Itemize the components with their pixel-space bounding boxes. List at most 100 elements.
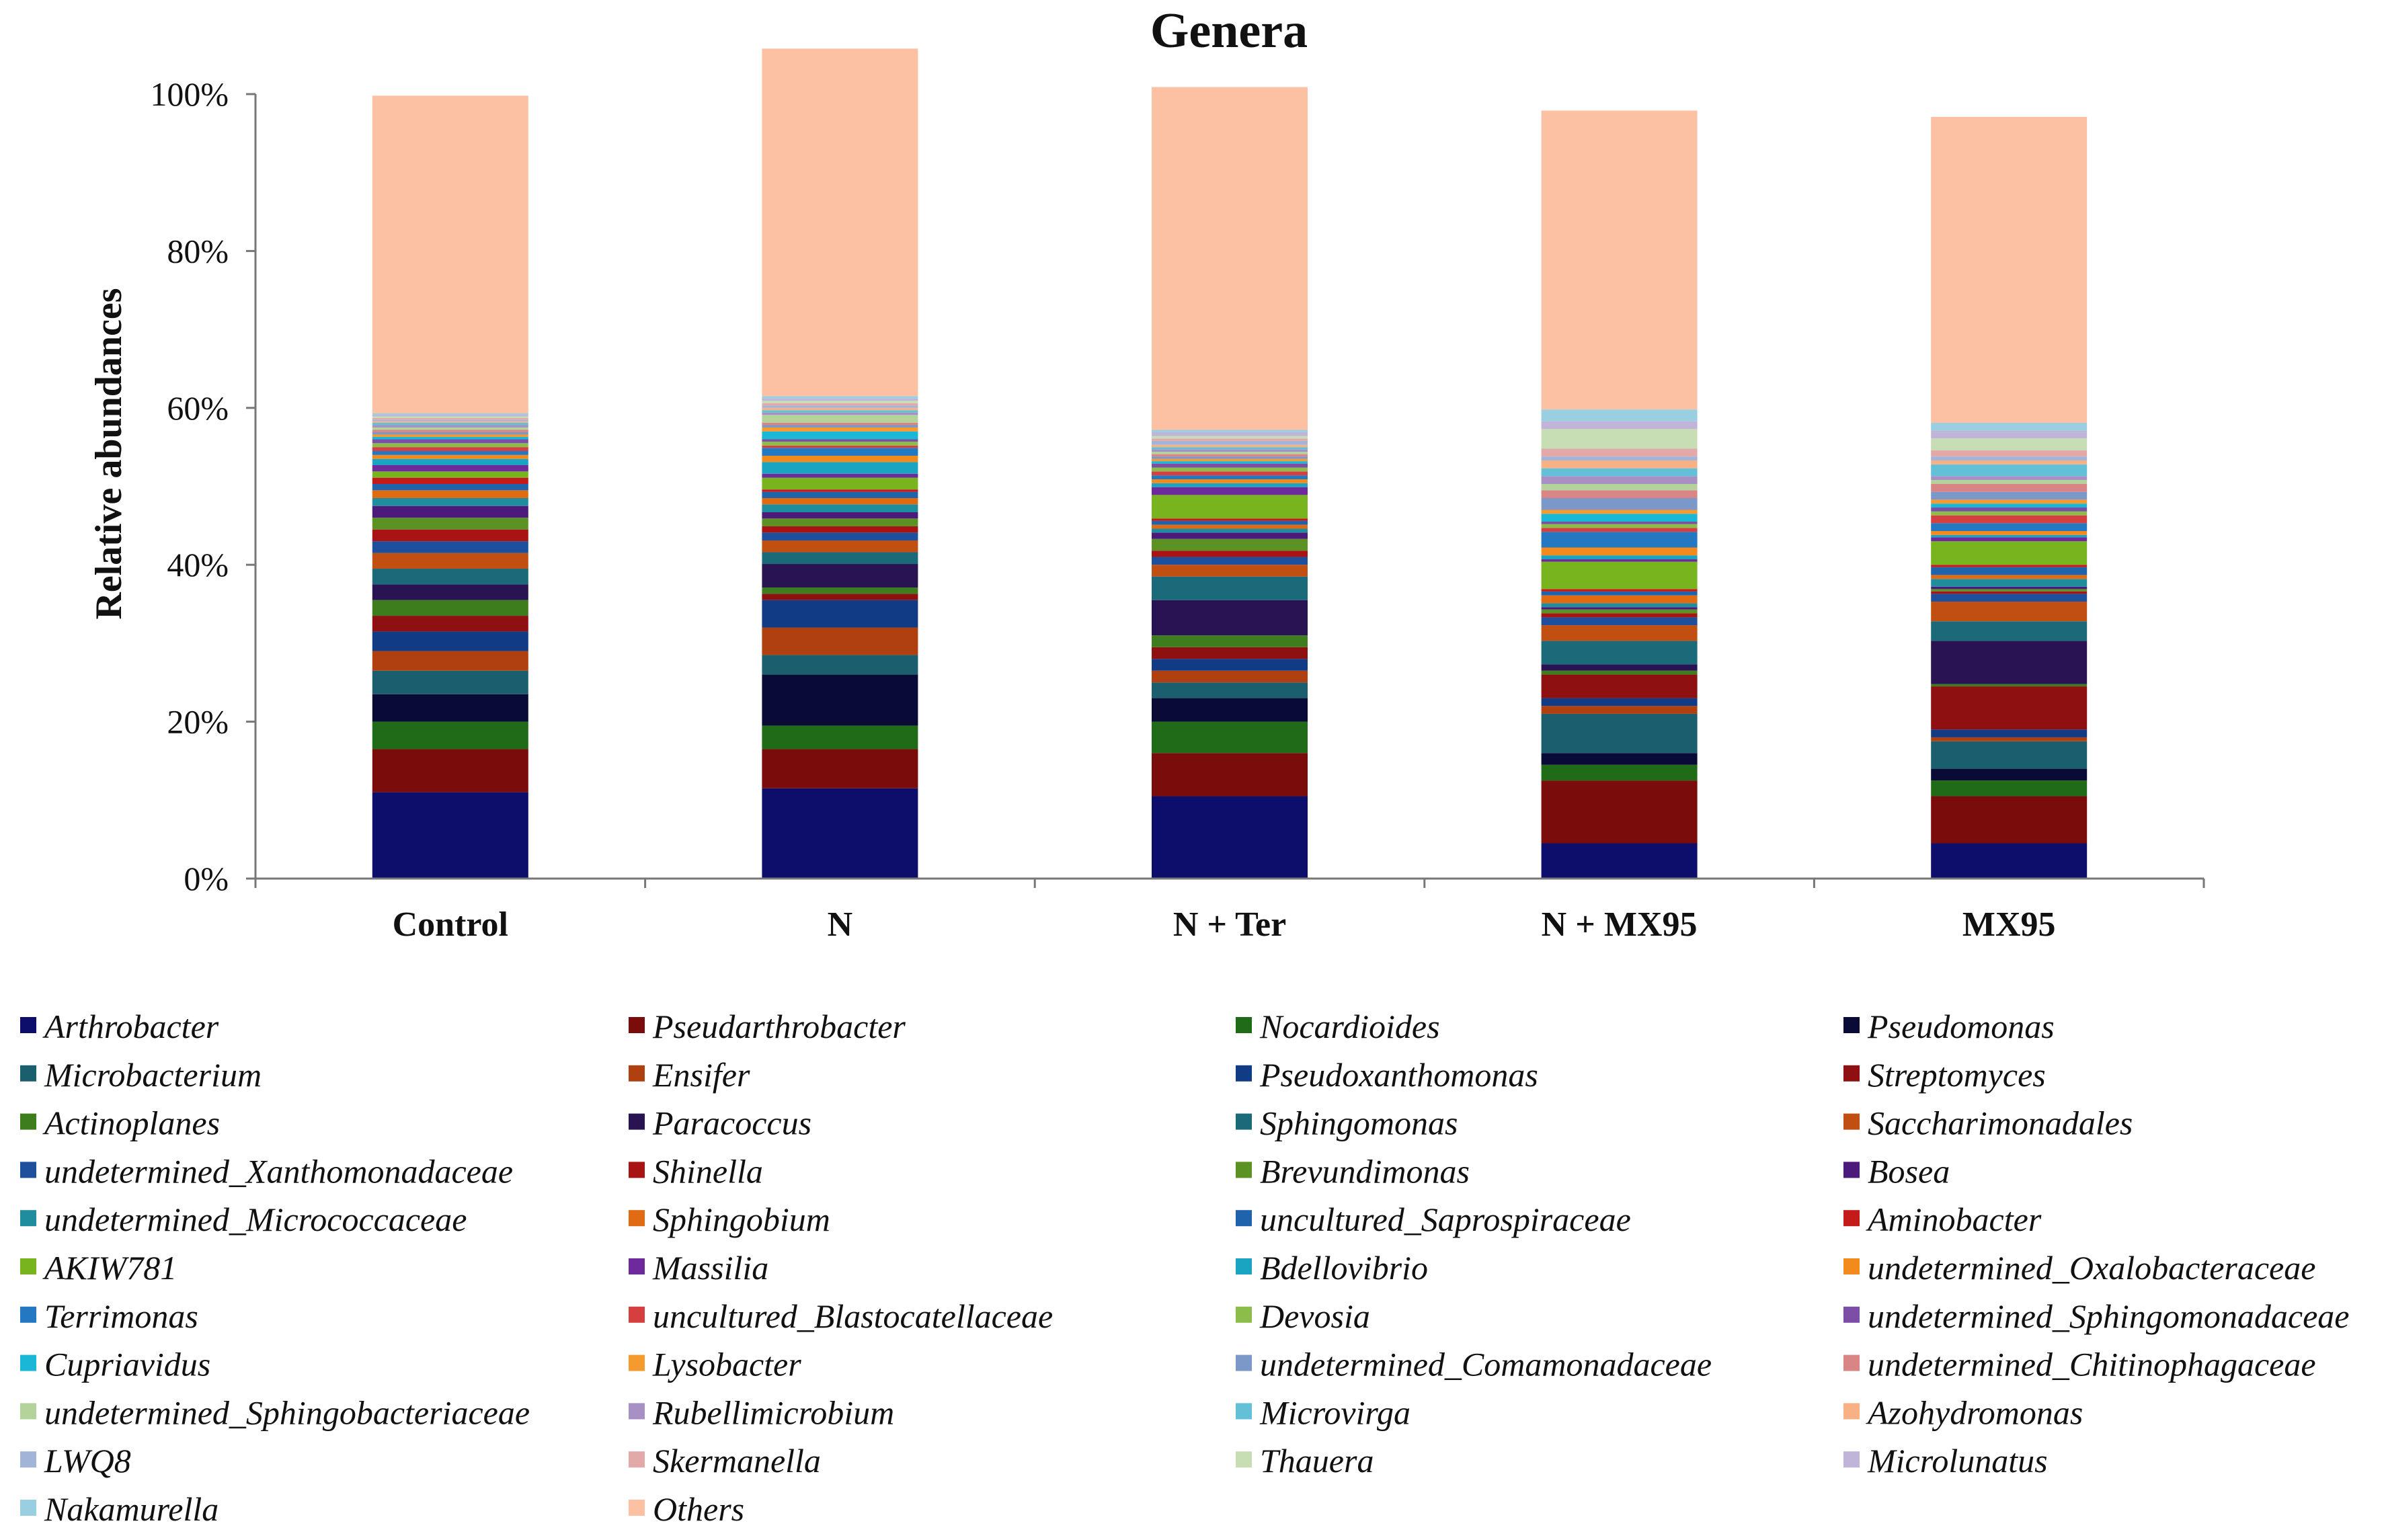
bar-segment xyxy=(1541,589,1698,592)
bar-segment xyxy=(762,788,918,879)
bar-segment xyxy=(1152,538,1308,551)
bar-segment xyxy=(762,564,918,588)
bar-segment xyxy=(762,405,918,408)
bar-segment xyxy=(762,477,918,490)
bar-segment xyxy=(1541,764,1698,781)
bar-segment xyxy=(1152,454,1308,457)
x-tick-label: N + MX95 xyxy=(1542,905,1698,944)
legend: Arthrobacter Pseudarthrobacter Nocardioide… xyxy=(20,1008,2350,1528)
bar-segment xyxy=(1152,520,1308,525)
bar-segment xyxy=(1152,87,1308,430)
bar-segment xyxy=(372,434,528,437)
bar-segment xyxy=(372,413,528,415)
bar-segment xyxy=(762,431,918,440)
bar-segment xyxy=(372,792,528,879)
legend-swatch xyxy=(20,1210,36,1227)
bar-segment xyxy=(372,439,528,444)
bar-segment xyxy=(372,427,528,430)
bar-segment xyxy=(762,462,918,474)
bar-segment xyxy=(1541,664,1698,671)
bar-segment xyxy=(1931,456,2088,460)
bar-segment xyxy=(372,749,528,793)
bar-segment xyxy=(762,473,918,478)
bar-segment xyxy=(372,454,528,459)
bar-segment xyxy=(1541,448,1698,457)
bar-segment xyxy=(1541,555,1698,560)
bar-segment xyxy=(1541,483,1698,491)
legend-swatch xyxy=(629,1451,645,1468)
legend-item: LWQ8 xyxy=(20,1442,131,1480)
legend-label: Streptomyces xyxy=(1868,1056,2046,1094)
legend-label: Devosia xyxy=(1259,1297,1370,1335)
bar-segment xyxy=(1931,483,2088,492)
y-tick-label: 80% xyxy=(167,232,229,270)
bar-segment xyxy=(1152,576,1308,600)
legend-label: undetermined_Chitinophagaceae xyxy=(1868,1346,2316,1383)
bar-segment xyxy=(1541,613,1698,618)
legend-item: undetermined_Oxalobacteraceae xyxy=(1843,1249,2315,1287)
bar-segment xyxy=(372,477,528,484)
bar-segment xyxy=(1541,603,1698,608)
bar-segment xyxy=(1931,116,2088,423)
bar-segment xyxy=(1152,528,1308,533)
bar-stack xyxy=(372,95,528,879)
legend-label: Saccharimonadales xyxy=(1868,1104,2133,1142)
bar-stack xyxy=(1152,87,1308,879)
bar-segment xyxy=(1931,531,2088,535)
bar-segment xyxy=(372,651,528,671)
bar-segment xyxy=(1931,586,2088,590)
legend-swatch xyxy=(1843,1162,1860,1178)
legend-item: Sphingobium xyxy=(629,1201,830,1238)
legend-label: Rubellimicrobium xyxy=(652,1393,894,1431)
bar-segment xyxy=(1152,475,1308,479)
y-tick-label: 60% xyxy=(167,389,229,427)
bar-segment xyxy=(762,749,918,788)
bar-segment xyxy=(762,552,918,565)
bar-segment xyxy=(1931,476,2088,481)
bar-segment xyxy=(372,415,528,417)
legend-swatch xyxy=(1236,1065,1252,1082)
legend-swatch xyxy=(20,1113,36,1130)
bar-segment xyxy=(1931,602,2088,622)
bar-segment xyxy=(762,674,918,726)
legend-item: Others xyxy=(629,1490,744,1528)
bar-segment xyxy=(1541,490,1698,499)
bar-segment xyxy=(1152,721,1308,754)
legend-label: undetermined_Comamonadaceae xyxy=(1260,1346,1712,1383)
legend-label: Bosea xyxy=(1868,1152,1950,1190)
legend-item: Microbacterium xyxy=(20,1056,262,1094)
legend-label: Nocardioides xyxy=(1259,1008,1440,1045)
bar-segment xyxy=(1152,647,1308,659)
legend-label: uncultured_Blastocatellaceae xyxy=(653,1297,1053,1335)
bar-segment xyxy=(1541,456,1698,460)
bar-segment xyxy=(1931,591,2088,594)
legend-swatch xyxy=(20,1258,36,1274)
legend-item: Terrimonas xyxy=(20,1297,198,1335)
bar-segment xyxy=(1152,440,1308,445)
bar-segment xyxy=(762,518,918,527)
bar-segment xyxy=(1541,780,1698,844)
bar-segment xyxy=(372,600,528,616)
bar-segment xyxy=(1931,491,2088,500)
bar-segment xyxy=(372,422,528,425)
bar-segment xyxy=(762,445,918,448)
legend-swatch xyxy=(1843,1258,1860,1274)
bar-segment xyxy=(372,529,528,542)
bar-segment xyxy=(1152,463,1308,468)
bar-segment xyxy=(1152,682,1308,698)
legend-swatch xyxy=(629,1065,645,1082)
legend-item: Bosea xyxy=(1843,1152,1950,1190)
bar-segment xyxy=(1541,547,1698,556)
bar-segment xyxy=(372,425,528,428)
legend-swatch xyxy=(629,1354,645,1371)
bar-segment xyxy=(1541,843,1698,879)
legend-item: uncultured_Saprospiraceae xyxy=(1236,1201,1631,1238)
bar-segment xyxy=(372,95,528,413)
bar-segment xyxy=(1541,514,1698,522)
legend-label: Aminobacter xyxy=(1866,1201,2042,1238)
legend-swatch xyxy=(1236,1113,1252,1130)
bar-segment xyxy=(762,491,918,499)
legend-label: Lysobacter xyxy=(652,1346,801,1383)
legend-swatch xyxy=(629,1306,645,1323)
bar-segment xyxy=(1931,511,2088,516)
